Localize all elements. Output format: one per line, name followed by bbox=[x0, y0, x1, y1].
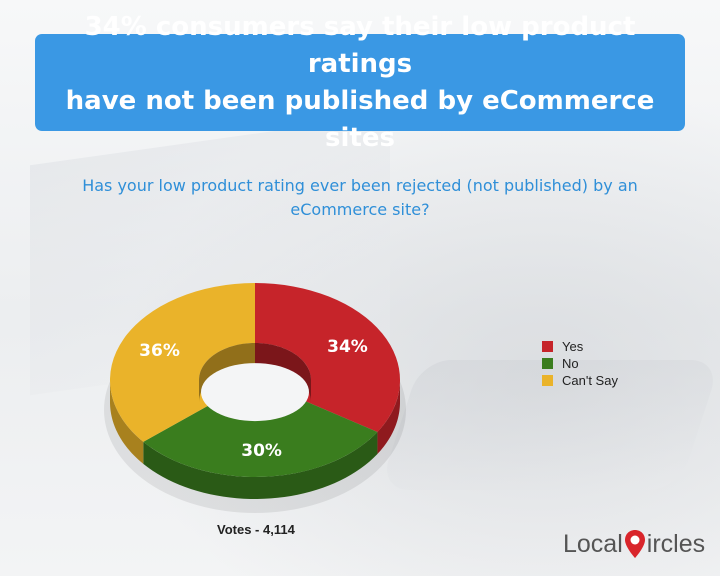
legend-label-cant-say: Can't Say bbox=[562, 373, 618, 388]
votes-count: Votes - 4,114 bbox=[217, 522, 295, 537]
logo-text-circles: ircles bbox=[647, 530, 705, 559]
legend-item-no: No bbox=[542, 355, 618, 372]
legend-item-cant-say: Can't Say bbox=[542, 372, 618, 389]
map-pin-icon bbox=[624, 529, 646, 559]
chart-legend: Yes No Can't Say bbox=[542, 338, 618, 389]
data-label-yes: 34% bbox=[327, 337, 368, 357]
donut-hole bbox=[201, 363, 309, 421]
logo-text-local: Local bbox=[563, 530, 623, 559]
legend-swatch-no bbox=[542, 358, 553, 369]
legend-label-yes: Yes bbox=[562, 339, 583, 354]
legend-swatch-cant-say bbox=[542, 375, 553, 386]
data-label-can-t-say: 36% bbox=[139, 341, 180, 361]
legend-label-no: No bbox=[562, 356, 579, 371]
legend-swatch-yes bbox=[542, 341, 553, 352]
legend-item-yes: Yes bbox=[542, 338, 618, 355]
data-label-no: 30% bbox=[241, 441, 282, 461]
localcircles-logo: Local ircles bbox=[563, 527, 705, 561]
